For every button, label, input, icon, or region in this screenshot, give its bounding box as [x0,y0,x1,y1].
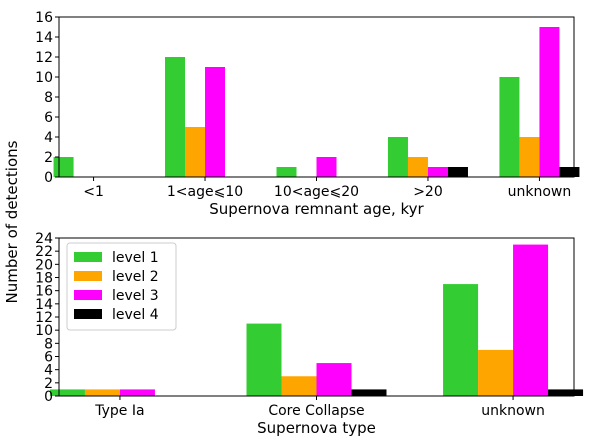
panel1-axes-frame [58,16,575,178]
panel2-ytick-label: 24 [35,231,53,247]
panel2-bar [84,389,120,396]
panel2-ytick-label: 14 [35,297,53,313]
panel2-ytick-label: 6 [44,350,53,366]
panel1-x-axis-label: Supernova remnant age, kyr [209,200,424,218]
panel2-ytick-label: 22 [35,244,53,260]
panel2-ytick-label: 20 [35,257,53,273]
legend-swatch [74,309,102,319]
legend-swatch [74,252,102,262]
panel1-ytick-label: 6 [44,110,53,126]
panel2-xtick-label: Type Ia [94,403,144,419]
panel2-bar [443,284,479,396]
panel1-ytick-label: 14 [35,30,53,46]
panel1-bar [499,77,520,177]
panel1-xtick-label: unknown [508,184,572,200]
panel2-bar [478,349,514,396]
panel2-bar [548,389,584,396]
panel1-ytick-label: 8 [44,90,53,106]
panel2-ytick-label: 10 [35,323,53,339]
panel1-ytick-label: 16 [35,10,53,26]
legend-label: level 2 [112,269,159,285]
panel2-ytick-label: 2 [44,376,53,392]
panel1-bar [407,157,428,177]
panel1-bar [447,167,468,177]
panel1-xtick-label: <1 [83,184,104,200]
panel2-bar [316,363,352,396]
panel1-bar [165,57,186,177]
panel2-ytick-label: 4 [44,363,53,379]
panel2-bar [281,376,317,396]
panel1-bar [316,157,337,177]
panel1-bar [427,167,448,177]
panel1-ytick-label: 4 [44,130,53,146]
panel2-ytick-label: 0 [44,389,53,405]
panel2-bar [513,244,549,396]
panel2-bar [49,389,85,396]
panel1-ytick-label: 12 [35,50,53,66]
panel1-ytick-label: 2 [44,150,53,166]
panel1-ytick-label: 0 [44,170,53,186]
panel1-xtick-label: 1<age⩽10 [167,184,243,200]
legend-label: level 4 [112,307,159,323]
panel2-xtick-label: Core Collapse [268,403,364,419]
panel1-bar [205,67,226,177]
panel1-bar [53,157,74,177]
panel1-xtick-label: >20 [413,184,443,200]
legend-swatch [74,290,102,300]
panel1-bar [276,167,297,177]
panel1-xtick-label: 10<age⩽20 [274,184,359,200]
panel1-bar [387,137,408,177]
panel2-ytick-label: 18 [35,271,53,287]
legend-swatch [74,271,102,281]
panel1-ytick-label: 10 [35,70,53,86]
panel1-bar [539,27,560,177]
panel2-ytick-label: 12 [35,310,53,326]
panel2-bar [246,323,282,396]
legend-box [66,242,177,331]
panel2-bar [119,389,155,396]
panel1-bar [185,127,206,177]
legend-label: level 3 [112,288,159,304]
panel2-x-axis-label: Supernova type [257,419,376,437]
legend-label: level 1 [112,250,159,266]
panel2-ytick-label: 8 [44,336,53,352]
panel1-bar [559,167,580,177]
panel2-ytick-label: 16 [35,284,53,300]
panel1-bar [519,137,540,177]
panel2-xtick-label: unknown [481,403,545,419]
panel2-bar [351,389,387,396]
shared-y-axis-label: Number of detections [3,140,21,303]
